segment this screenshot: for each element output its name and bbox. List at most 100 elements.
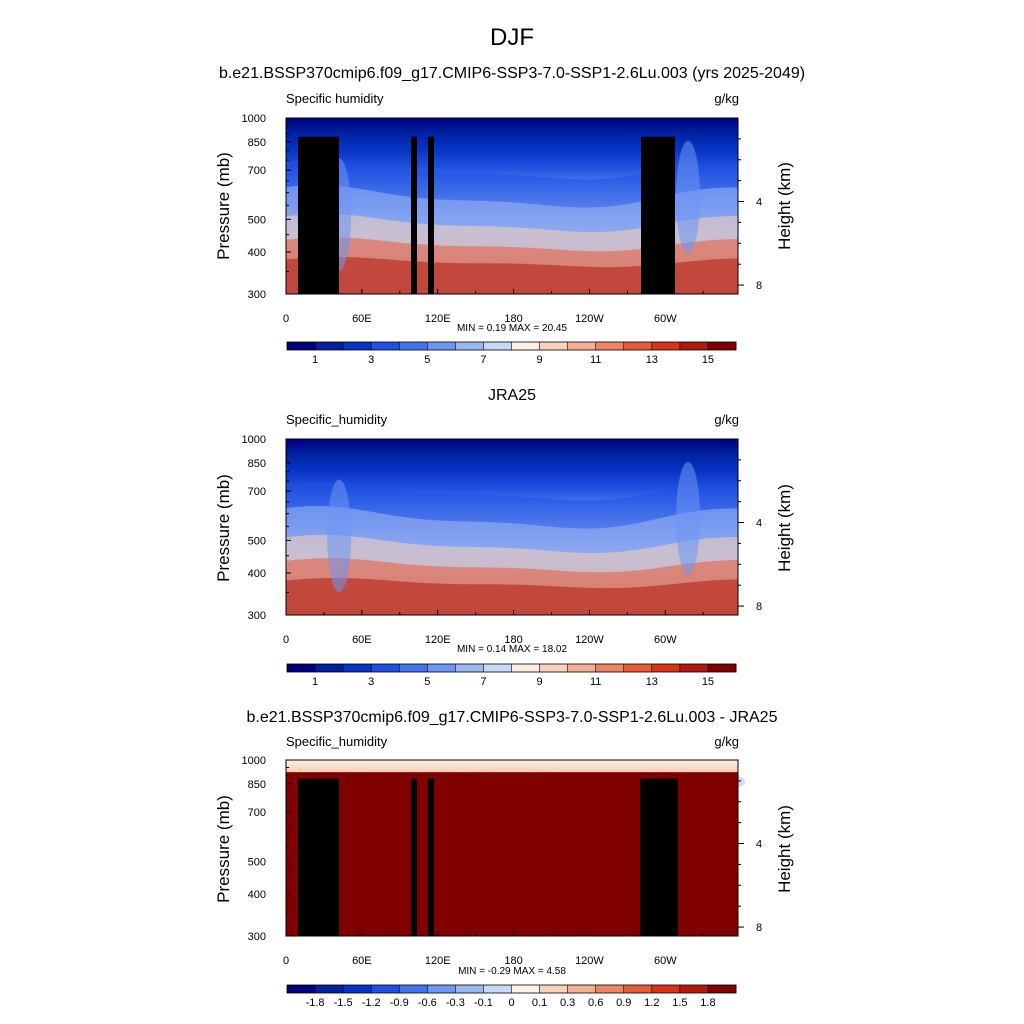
- colorbar-label: 13: [646, 354, 658, 366]
- y2-tick-label: 8: [756, 280, 762, 292]
- x-tick-label: 60W: [654, 955, 677, 967]
- colorbar-swatch: [315, 342, 344, 350]
- colorbar-swatch: [651, 342, 681, 350]
- y-tick-label: 400: [248, 568, 266, 580]
- colorbar-label: 0.3: [560, 997, 575, 1009]
- colorbar-label: 7: [480, 676, 486, 688]
- colorbar-swatch: [567, 985, 597, 993]
- colorbar-swatch: [651, 664, 681, 672]
- x-tick-label: 180: [504, 955, 522, 967]
- colorbar-swatch: [455, 664, 484, 672]
- x-tick-label: 180: [504, 313, 522, 325]
- x-tick-label: 120E: [425, 313, 451, 325]
- panel-obs: JRA25 Specific_humidity g/kg Pressure (m…: [214, 387, 794, 655]
- colorbar-swatch: [623, 985, 653, 993]
- x-tick-label: 0: [283, 634, 289, 646]
- y-tick-label: 400: [248, 247, 266, 259]
- colorbar-swatch: [707, 342, 737, 350]
- y-tick-label: 850: [248, 137, 266, 149]
- colorbar-swatch: [567, 664, 597, 672]
- variable-label: Specific_humidity: [286, 734, 388, 749]
- land-mask: [428, 778, 434, 936]
- colorbar-swatch: [679, 664, 709, 672]
- x-tick-label: 120W: [575, 955, 604, 967]
- colorbar-swatch: [399, 342, 428, 350]
- panel-title: b.e21.BSSP370cmip6.f09_g17.CMIP6-SSP3-7.…: [247, 709, 778, 726]
- colorbar-swatch: [511, 342, 541, 350]
- colorbar-label: 7: [480, 354, 486, 366]
- land-mask: [428, 136, 434, 294]
- colorbar-label: 9: [537, 676, 543, 688]
- y-tick-label: 300: [248, 931, 266, 943]
- contour-field: [286, 439, 738, 615]
- colorbar-label: 11: [590, 676, 601, 688]
- colorbar-label: -1.5: [334, 997, 353, 1009]
- colorbar-label: 1: [312, 354, 318, 366]
- stats-label: MIN = 0.19 MAX = 20.45: [457, 323, 567, 334]
- y2-tick-label: 4: [756, 839, 762, 851]
- colorbar-swatch: [287, 342, 316, 350]
- colorbar-swatch: [343, 985, 372, 993]
- axes: 300 400 500 700 850 1000 8 4 0 60E 120E 180 120W 60W: [242, 434, 763, 646]
- y-axis-title: Pressure (mb): [214, 152, 233, 260]
- colorbar-label: 13: [646, 676, 658, 688]
- colorbar: -1.8 -1.5 -1.2 -0.9 -0.6 -0.3 -0.1 0 0.1 0.3 0.6 0.…: [286, 984, 737, 1009]
- stats-label: MIN = 0.14 MAX = 18.02: [457, 644, 567, 655]
- colorbar-swatch: [595, 985, 625, 993]
- colorbar-label: -0.3: [446, 997, 465, 1009]
- units-label: g/kg: [714, 734, 739, 749]
- colorbar-swatch: [595, 664, 625, 672]
- x-tick-label: 0: [283, 955, 289, 967]
- panel-title: b.e21.BSSP370cmip6.f09_g17.CMIP6-SSP3-7.…: [219, 65, 805, 82]
- y2-axis-title: Height (km): [775, 805, 794, 893]
- colorbar-label: 11: [590, 354, 601, 366]
- colorbar-swatch: [287, 985, 316, 993]
- land-mask: [298, 136, 339, 294]
- y-tick-label: 500: [248, 535, 266, 547]
- colorbar-swatch: [679, 985, 709, 993]
- y-tick-label: 300: [248, 289, 266, 301]
- colorbar: 1 3 5 7 9 11 13 15: [286, 341, 737, 366]
- x-tick-label: 120E: [425, 634, 451, 646]
- colorbar-swatch: [483, 342, 512, 350]
- colorbar-label: 3: [368, 354, 374, 366]
- x-tick-label: 60W: [654, 634, 677, 646]
- colorbar-swatch: [623, 664, 653, 672]
- colorbar-swatch: [455, 342, 484, 350]
- y-tick-label: 700: [248, 807, 266, 819]
- colorbar-label: 1.5: [672, 997, 687, 1009]
- y2-tick-label: 4: [756, 197, 762, 209]
- variable-label: Specific_humidity: [286, 412, 388, 427]
- colorbar-label: 15: [702, 676, 714, 688]
- colorbar: 1 3 5 7 9 11 13 15: [286, 663, 737, 688]
- y-tick-label: 300: [248, 610, 266, 622]
- colorbar-swatch: [427, 342, 456, 350]
- x-tick-label: 120W: [575, 634, 604, 646]
- colorbar-label: 1.8: [700, 997, 715, 1009]
- y-tick-label: 700: [248, 165, 266, 177]
- land-mask: [640, 778, 678, 936]
- colorbar-swatch: [511, 985, 541, 993]
- colorbar-label: -1.8: [306, 997, 325, 1009]
- land-mask: [298, 778, 339, 936]
- axes: 300 400 500 700 850 1000 8 4 0 60E 120E 180 120W 60W: [242, 755, 763, 967]
- y-tick-label: 500: [248, 856, 266, 868]
- land-mask: [641, 136, 675, 294]
- y2-axis-title: Height (km): [775, 484, 794, 572]
- y-tick-label: 1000: [242, 113, 266, 125]
- y-tick-label: 1000: [242, 755, 266, 767]
- colorbar-swatch: [483, 664, 512, 672]
- colorbar-swatch: [371, 664, 400, 672]
- colorbar-label: 1.2: [644, 997, 659, 1009]
- colorbar-label: -1.2: [362, 997, 381, 1009]
- colorbar-label: 9: [537, 354, 543, 366]
- units-label: g/kg: [714, 412, 739, 427]
- colorbar-swatch: [343, 342, 372, 350]
- variable-label: Specific humidity: [286, 91, 384, 106]
- x-tick-label: 120W: [575, 313, 604, 325]
- y-axis-title: Pressure (mb): [214, 474, 233, 582]
- colorbar-swatch: [483, 985, 512, 993]
- colorbar-swatch: [455, 985, 484, 993]
- colorbar-label: 1: [312, 676, 318, 688]
